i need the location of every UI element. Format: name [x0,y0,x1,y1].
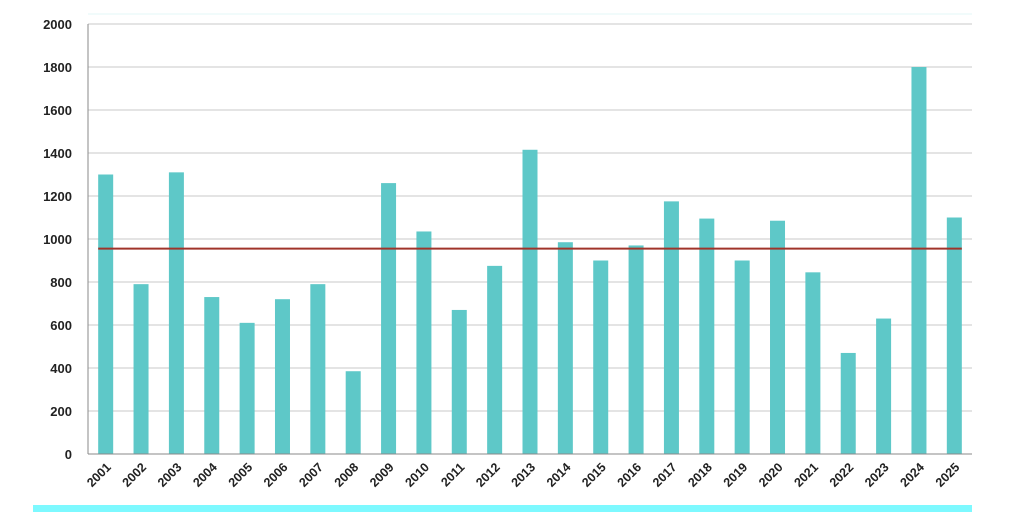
x-tick-label: 2017 [650,460,680,490]
x-tick-label: 2001 [84,460,114,490]
x-tick-label: 2009 [367,460,397,490]
bar-2020 [770,220,786,454]
bar-2018 [699,218,715,454]
x-tick-label: 2022 [827,460,857,490]
y-tick-label: 2000 [43,17,72,32]
y-tick-label: 600 [50,318,72,333]
y-tick-label: 800 [50,275,72,290]
bar-2002 [133,284,149,454]
x-tick-label: 2014 [544,460,574,490]
bars [98,67,962,454]
x-tick-label: 2006 [261,460,291,490]
x-tick-label: 2018 [685,460,715,490]
bar-2004 [204,297,220,454]
x-tick-label: 2016 [615,460,645,490]
bar-2003 [168,172,184,454]
x-tick-label: 2003 [155,460,185,490]
y-tick-label: 200 [50,404,72,419]
x-tick-label: 2012 [473,460,503,490]
bar-2015 [593,260,609,454]
bar-2008 [345,371,361,454]
y-axis-ticks: 0 200 400 600 800 1000 1200 1400 1600 1800 2000 [43,17,72,462]
x-tick-label: 2013 [509,460,539,490]
bar-2009 [381,183,397,454]
bar-2022 [840,352,856,454]
bar-2001 [98,174,114,454]
x-tick-label: 2002 [120,460,150,490]
x-tick-label: 2015 [579,460,609,490]
y-tick-label: 0 [65,447,72,462]
x-tick-label: 2023 [862,460,892,490]
x-tick-label: 2007 [296,460,326,490]
x-tick-label: 2021 [791,460,821,490]
bar-2025 [946,217,962,454]
x-tick-label: 2024 [898,460,928,490]
y-tick-label: 1800 [43,60,72,75]
x-tick-label: 2025 [933,460,963,490]
bar-2007 [310,284,326,454]
bar-2024 [911,67,927,454]
x-tick-label: 2020 [756,460,786,490]
x-tick-label: 2004 [190,460,220,490]
x-tick-label: 2010 [402,460,432,490]
bar-2019 [734,260,750,454]
y-tick-label: 400 [50,361,72,376]
x-axis-ticks: 2001 2002 2003 2004 2005 2006 2007 2008 2009 2010… [84,460,962,490]
y-tick-label: 1600 [43,103,72,118]
bar-2023 [876,318,892,454]
y-tick-label: 1400 [43,146,72,161]
bar-2010 [416,231,432,454]
x-tick-label: 2019 [721,460,751,490]
bar-2013 [522,149,538,454]
x-tick-label: 2011 [438,460,467,489]
bar-2011 [451,309,467,454]
y-tick-label: 1200 [43,189,72,204]
bar-2006 [274,299,290,454]
x-tick-label: 2008 [332,460,362,490]
bottom-accent-bar [33,505,972,512]
bar-2014 [557,242,573,454]
bar-2012 [487,265,503,454]
bar-2021 [805,272,821,454]
bar-2016 [628,245,644,454]
bar-2017 [663,201,679,454]
x-tick-label: 2005 [226,460,256,490]
bar-2005 [239,322,255,454]
y-tick-label: 1000 [43,232,72,247]
